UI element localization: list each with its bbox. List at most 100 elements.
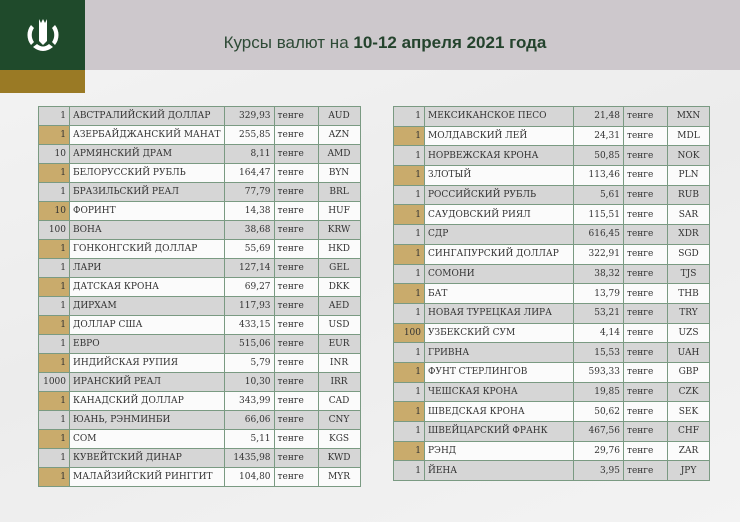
header-band: [0, 0, 740, 70]
rate: 50,62: [573, 401, 624, 422]
table-row: 1 ИНДИЙСКАЯ РУПИЯ 5,79 тенге INR: [38, 353, 361, 373]
quantity: 1: [393, 106, 425, 127]
table-row: 1 ЧЕШСКАЯ КРОНА 19,85 тенге CZK: [393, 381, 710, 403]
table-row: 1 НОРВЕЖСКАЯ КРОНА 50,85 тенге NOK: [393, 145, 710, 167]
currency-name: ЕВРО: [69, 334, 225, 354]
unit: тенге: [273, 296, 319, 316]
currency-code: CNY: [317, 410, 361, 430]
quantity: 1: [38, 334, 70, 354]
unit: тенге: [623, 165, 668, 186]
rate: 50,85: [573, 145, 624, 167]
table-row: 1 НОВАЯ ТУРЕЦКАЯ ЛИРА 53,21 тенге TRY: [393, 302, 710, 324]
rate: 55,69: [223, 239, 275, 259]
currency-name: ФУНТ СТЕРЛИНГОВ: [424, 361, 574, 383]
currency-code: XDR: [667, 224, 710, 245]
currency-code: KWD: [317, 448, 361, 468]
currency-code: IRR: [317, 372, 361, 392]
currency-code: TRY: [667, 302, 710, 324]
currency-code: BYN: [317, 163, 361, 183]
rate: 5,61: [573, 184, 624, 206]
quantity: 1: [38, 448, 70, 468]
currency-code: KRW: [317, 220, 361, 240]
currency-name: УЗБЕКСКИЙ СУМ: [424, 322, 574, 344]
quantity: 1: [38, 106, 70, 126]
unit: тенге: [273, 353, 319, 373]
unit: тенге: [273, 410, 319, 430]
currency-name: БРАЗИЛЬСКИЙ РЕАЛ: [69, 182, 225, 202]
rate: 21,48: [573, 106, 624, 127]
currency-code: PLN: [667, 165, 710, 186]
currency-code: BRL: [317, 182, 361, 202]
currency-code: UZS: [667, 322, 710, 344]
rate: 77,79: [223, 182, 275, 202]
table-row: 1 СОМОНИ 38,32 тенге TJS: [393, 263, 710, 285]
rate: 255,85: [223, 125, 275, 145]
rate: 113,46: [573, 165, 624, 186]
currency-name: ИНДИЙСКАЯ РУПИЯ: [69, 353, 225, 373]
rate: 69,27: [223, 277, 275, 297]
table-row: 1 ШВЕДСКАЯ КРОНА 50,62 тенге SEK: [393, 401, 710, 422]
rate: 343,99: [223, 391, 275, 411]
currency-code: TJS: [667, 263, 710, 285]
rate: 433,15: [223, 315, 275, 335]
currency-name: ЧЕШСКАЯ КРОНА: [424, 381, 574, 403]
currency-name: КУВЕЙТСКИЙ ДИНАР: [69, 448, 225, 468]
unit: тенге: [623, 440, 668, 462]
rate: 104,80: [223, 467, 275, 487]
quantity: 1: [393, 401, 425, 422]
currency-code: SGD: [667, 243, 710, 265]
currency-code: SAR: [667, 204, 710, 226]
quantity: 1: [393, 184, 425, 206]
unit: тенге: [273, 201, 319, 221]
currency-name: ЗЛОТЫЙ: [424, 165, 574, 186]
currency-name: НОРВЕЖСКАЯ КРОНА: [424, 145, 574, 167]
rate: 38,32: [573, 263, 624, 285]
quantity: 1: [393, 204, 425, 226]
title-date: 10-12 апреля 2021 года: [353, 33, 547, 52]
rate: 1435,98: [223, 448, 275, 468]
quantity: 1: [38, 467, 70, 487]
currency-name: СОМОНИ: [424, 263, 574, 285]
currency-code: DKK: [317, 277, 361, 297]
table-row: 1 ДОЛЛАР США 433,15 тенге USD: [38, 315, 361, 335]
unit: тенге: [273, 106, 319, 126]
currency-code: CHF: [667, 421, 710, 442]
currency-code: MXN: [667, 106, 710, 127]
currency-name: ШВЕДСКАЯ КРОНА: [424, 401, 574, 422]
unit: тенге: [623, 106, 668, 127]
currency-name: МОЛДАВСКИЙ ЛЕЙ: [424, 125, 574, 147]
unit: тенге: [623, 381, 668, 403]
rate: 164,47: [223, 163, 275, 183]
unit: тенге: [273, 429, 319, 449]
table-row: 1 РЭНД 29,76 тенге ZAR: [393, 440, 710, 462]
unit: тенге: [623, 283, 668, 304]
currency-name: АЗЕРБАЙДЖАНСКИЙ МАНАТ: [69, 125, 225, 145]
rate: 4,14: [573, 322, 624, 344]
rates-table-left: 1 АВСТРАЛИЙСКИЙ ДОЛЛАР 329,93 тенге AUD 1 АЗЕР…: [38, 106, 361, 487]
currency-code: MYR: [317, 467, 361, 487]
quantity: 1000: [38, 372, 70, 392]
table-row: 1 БЕЛОРУССКИЙ РУБЛЬ 164,47 тенге BYN: [38, 163, 361, 183]
currency-name: СДР: [424, 224, 574, 245]
table-row: 1000 ИРАНСКИЙ РЕАЛ 10,30 тенге IRR: [38, 372, 361, 392]
currency-name: СИНГАПУРСКИЙ ДОЛЛАР: [424, 243, 574, 265]
table-row: 1 МАЛАЙЗИЙСКИЙ РИНГГИТ 104,80 тенге MYR: [38, 467, 361, 487]
rate: 5,11: [223, 429, 275, 449]
currency-name: ВОНА: [69, 220, 225, 240]
rate: 19,85: [573, 381, 624, 403]
unit: тенге: [623, 125, 668, 147]
rate: 593,33: [573, 361, 624, 383]
unit: тенге: [623, 302, 668, 324]
currency-name: СОМ: [69, 429, 225, 449]
quantity: 100: [38, 220, 70, 240]
table-row: 10 АРМЯНСКИЙ ДРАМ 8,11 тенге AMD: [38, 144, 361, 164]
currency-code: CZK: [667, 381, 710, 403]
table-row: 1 ФУНТ СТЕРЛИНГОВ 593,33 тенге GBP: [393, 361, 710, 383]
currency-name: ЙЕНА: [424, 460, 574, 482]
quantity: 1: [38, 410, 70, 430]
unit: тенге: [273, 182, 319, 202]
table-row: 1 КАНАДСКИЙ ДОЛЛАР 343,99 тенге CAD: [38, 391, 361, 411]
unit: тенге: [273, 239, 319, 259]
unit: тенге: [273, 125, 319, 145]
quantity: 10: [38, 144, 70, 164]
